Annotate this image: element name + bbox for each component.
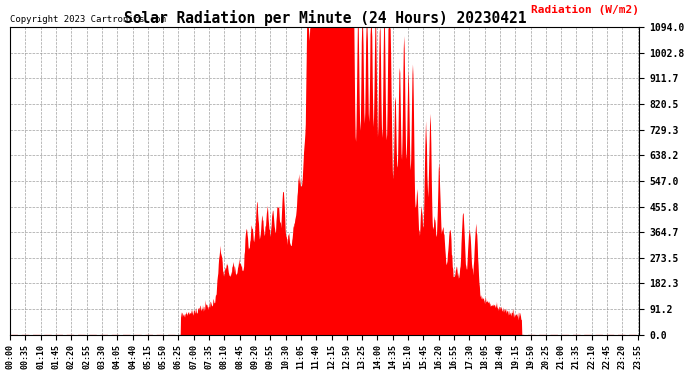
Text: Copyright 2023 Cartronics.com: Copyright 2023 Cartronics.com [10,15,166,24]
Text: Radiation (W/m2): Radiation (W/m2) [531,5,640,15]
Title: Solar Radiation per Minute (24 Hours) 20230421: Solar Radiation per Minute (24 Hours) 20… [124,10,526,26]
